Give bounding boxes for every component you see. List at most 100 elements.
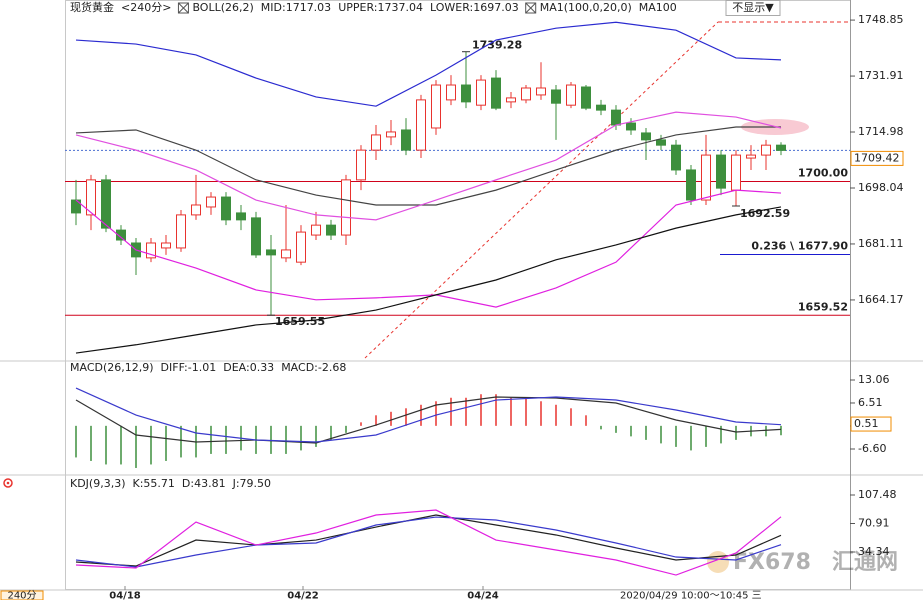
watermark-text: FX678 [733,550,811,575]
toggle-box[interactable] [725,0,781,16]
watermark-text: 汇通网 [832,550,898,575]
candle-body [236,212,246,221]
candle-body [671,144,681,171]
y-tick-label: 34.34 [858,545,890,558]
candle-body [146,242,156,259]
settings-icon[interactable] [3,478,13,488]
y-tick-label: 1664.17 [858,293,904,306]
candle-body [596,104,606,111]
y-tick-label: 6.51 [858,396,883,409]
price-tag-box [850,150,904,166]
candle-body [206,196,216,208]
x-tick-label: 04/24 [467,591,499,600]
indicator-line [75,509,782,576]
legend-entry: DEA:0.33 [223,361,274,374]
legend-entry: J:79.50 [232,477,271,490]
candle-body [746,154,756,159]
indicator-line [75,206,782,354]
candle-body [686,169,696,201]
indicator-line [75,396,782,444]
legend-entry: MA1(100,0,20,0) [540,1,632,14]
macd-tag-box [850,416,892,432]
candle-body [491,77,501,109]
legend-entry: D:43.81 [182,477,226,490]
legend-entry: DIFF:-1.01 [161,361,217,374]
x-tick-label: 04/18 [109,591,141,600]
candle-body [551,89,561,104]
y-tick-label: -6.60 [858,442,886,455]
indicator-icon [178,2,189,14]
legend-entry: MACD:-2.68 [281,361,346,374]
candle-body [611,109,621,126]
legend-entry: LOWER:1697.03 [430,1,519,14]
candle-body [341,179,351,236]
footer-period[interactable]: 240分 [7,590,36,600]
indicator-line [75,21,782,107]
candle-body [326,224,336,236]
candle-body [521,87,531,101]
candle-body [86,179,96,216]
candle-body [626,122,636,131]
candle-body [566,84,576,106]
candle-body [431,84,441,129]
candle-body [446,84,456,101]
y-tick-label: 13.06 [858,373,890,386]
candle-body [266,249,276,256]
indicator-line [75,514,782,567]
footer-time: 2020/04/29 10:00～10:45 三 [620,591,762,600]
y-tick-label: 70.91 [858,517,890,530]
level-label: 0.236 \ 1677.90 [751,240,848,253]
indicator-line [75,126,781,206]
y-tick-label: 1748.85 [858,13,904,26]
candle-body [581,86,591,109]
candle-body [536,87,546,96]
indicator-line [75,516,782,568]
indicator-line [75,111,782,221]
indicator-line [75,387,782,443]
y-tick-label: 1681.11 [858,237,904,250]
candle-body [641,132,651,141]
legend-entry: <240分> [121,1,171,14]
candle-body [371,134,381,151]
candle-body [461,84,471,103]
candle-body [401,129,411,151]
candle-body [416,99,426,151]
candle-body [506,97,516,103]
legend-entry: 现货黄金 [70,0,114,14]
y-tick-label: 1698.04 [858,181,904,194]
candle-body [476,79,486,106]
candle-body [281,249,291,259]
candle-body [251,217,261,256]
y-tick-label: 1731.91 [858,69,904,82]
legend-entry: MID:1717.03 [261,1,331,14]
candle-body [191,204,201,216]
candle-body [761,144,771,156]
toggle[interactable]: 不显示▼ [732,1,774,14]
price-tag: 1709.42 [854,151,900,164]
candle-body [656,139,666,146]
y-tick-label: 107.48 [858,488,897,501]
legend-entry: K:55.71 [133,477,175,490]
level-label: 1659.52 [798,300,848,313]
macd-tag: 0.51 [854,417,879,430]
watermark: FX678 汇通网 [707,550,898,575]
candle-body [716,154,726,189]
legend-entry: MA100 [639,1,677,14]
y-tick-label: 1714.98 [858,125,904,138]
legend-entry: UPPER:1737.04 [338,1,423,14]
candle-body [296,231,306,263]
period-box[interactable] [0,590,44,600]
candle-body [356,149,366,181]
indicator-icon [177,2,189,14]
candle-body [101,179,111,229]
extreme-label: 1692.59 [740,207,790,220]
candle-body [116,229,126,241]
legend-entry: MACD(26,12,9) [70,361,154,374]
candle-body [776,144,786,151]
level-label: 1700.00 [798,167,848,180]
candle-body [176,214,186,249]
candle-body [161,242,171,249]
indicator-icon [525,2,537,14]
extreme-label: 1739.28 [472,39,522,52]
